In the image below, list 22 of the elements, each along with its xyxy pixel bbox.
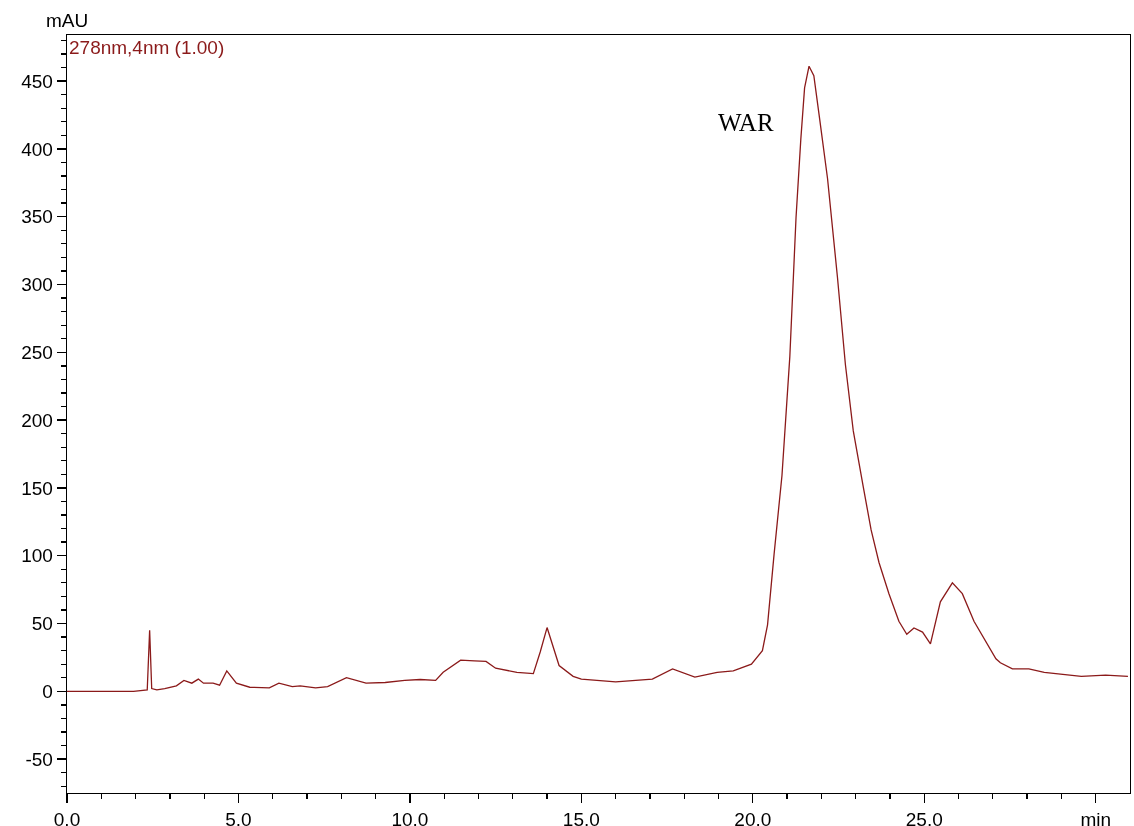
y-tick-label: -50 — [25, 748, 53, 770]
y-tick-label: 250 — [21, 341, 53, 363]
y-tick-label: 300 — [21, 274, 53, 296]
x-tick-label: 10.0 — [391, 809, 429, 826]
y-axis-title: mAU — [46, 10, 89, 31]
text: 278nm,4nm (1.00) — [69, 37, 225, 58]
annotation: WAR — [718, 109, 774, 136]
line-series — [67, 65, 1129, 692]
x-tick-label: 5.0 — [225, 809, 252, 826]
x-tick-label: 20.0 — [734, 809, 772, 826]
y-tick-label: 50 — [31, 613, 53, 635]
y-tick-label: 0 — [42, 680, 53, 702]
y-tick-label: 350 — [21, 206, 53, 228]
y-tick-label: 450 — [21, 70, 53, 92]
x-tick-label: 25.0 — [905, 809, 943, 826]
x-tick-label: 15.0 — [562, 809, 600, 826]
y-tick-label: 100 — [21, 545, 53, 567]
x-tick-label: 0.0 — [53, 809, 81, 826]
y-tick-label: 150 — [21, 477, 53, 499]
y-tick-label: 200 — [21, 409, 53, 431]
x-tick-label: min — [1080, 809, 1112, 826]
y-tick-label: 400 — [21, 138, 53, 160]
